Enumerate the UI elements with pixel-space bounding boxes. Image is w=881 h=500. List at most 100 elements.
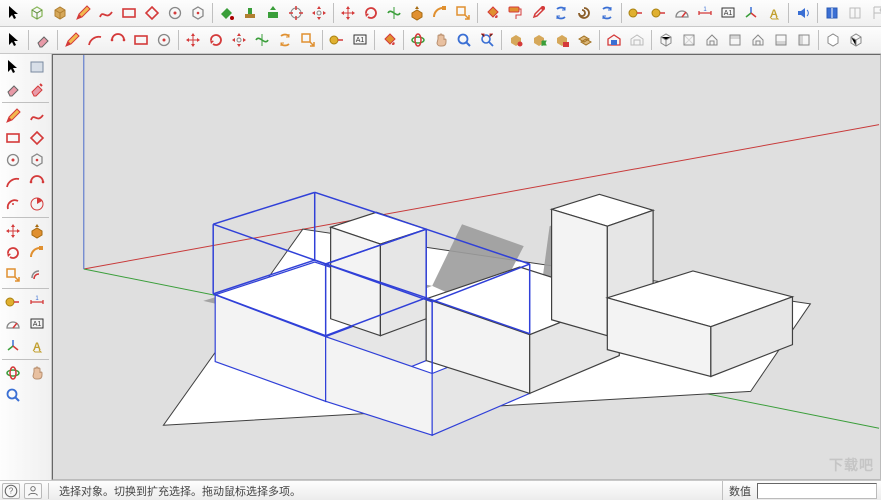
eraser-icon[interactable] [32, 29, 54, 51]
tape-icon[interactable] [2, 291, 24, 313]
scale-icon[interactable] [2, 264, 24, 286]
target-icon[interactable] [285, 2, 307, 24]
cube-stack-icon[interactable] [574, 29, 596, 51]
follow-icon[interactable] [26, 242, 48, 264]
home2-icon[interactable] [747, 29, 769, 51]
flag-disabled-icon[interactable] [867, 2, 881, 24]
zoom-icon[interactable] [453, 29, 475, 51]
status-user-button[interactable] [24, 483, 42, 499]
swirl-brown-icon[interactable] [573, 2, 595, 24]
eyedropper-icon[interactable] [527, 2, 549, 24]
arc-icon[interactable] [2, 171, 24, 193]
arc2-icon[interactable] [26, 171, 48, 193]
axis-icon[interactable] [2, 335, 24, 357]
scale-icon[interactable] [452, 2, 474, 24]
offset-icon[interactable] [26, 264, 48, 286]
text-box-icon[interactable]: A1 [26, 313, 48, 335]
rotate-icon[interactable] [205, 29, 227, 51]
warehouse-icon[interactable] [603, 29, 625, 51]
cross-swirl-icon[interactable] [383, 2, 405, 24]
orbit-icon[interactable] [407, 29, 429, 51]
pencil-icon[interactable] [2, 105, 24, 127]
cube-flag-icon[interactable] [528, 29, 550, 51]
protractor-icon[interactable] [671, 2, 693, 24]
solid-cube-icon[interactable] [49, 2, 71, 24]
rotate-icon[interactable] [2, 242, 24, 264]
pan-icon[interactable] [430, 29, 452, 51]
scene-canvas[interactable] [53, 55, 880, 479]
follow-icon[interactable] [429, 2, 451, 24]
zoom-ext-icon[interactable] [476, 29, 498, 51]
eraser-icon[interactable] [2, 78, 24, 100]
paint-bucket-icon[interactable] [481, 2, 503, 24]
scale-icon[interactable] [297, 29, 319, 51]
status-help-button[interactable]: ? [2, 483, 20, 499]
book-icon[interactable] [821, 2, 843, 24]
axis-icon[interactable] [740, 2, 762, 24]
rect-icon[interactable] [130, 29, 152, 51]
zoom-icon[interactable] [2, 384, 24, 406]
pie-icon[interactable] [26, 193, 48, 215]
eraser2-icon[interactable] [26, 78, 48, 100]
move-target-icon[interactable] [228, 29, 250, 51]
arc-icon[interactable] [84, 29, 106, 51]
transparent-rect-icon[interactable] [26, 56, 48, 78]
text3d-icon[interactable]: A [763, 2, 785, 24]
tape-icon[interactable] [326, 29, 348, 51]
poly-icon[interactable] [187, 2, 209, 24]
circle-icon[interactable] [2, 149, 24, 171]
circle-icon[interactable] [153, 29, 175, 51]
refresh-icon[interactable] [274, 29, 296, 51]
move-icon[interactable] [182, 29, 204, 51]
status-value-input[interactable] [757, 483, 877, 499]
move-icon[interactable] [337, 2, 359, 24]
move-icon[interactable] [2, 220, 24, 242]
dimension-icon[interactable]: 1 [26, 291, 48, 313]
warehouse-disabled-icon[interactable] [626, 29, 648, 51]
cursor-icon[interactable] [3, 29, 25, 51]
viewport[interactable]: 下载吧 [52, 54, 881, 480]
top-icon[interactable] [678, 29, 700, 51]
pencil-icon[interactable] [61, 29, 83, 51]
poly-icon[interactable] [26, 149, 48, 171]
book-disabled-icon[interactable] [844, 2, 866, 24]
cube-layer-icon[interactable] [551, 29, 573, 51]
pushpull-icon[interactable] [406, 2, 428, 24]
rotate-icon[interactable] [360, 2, 382, 24]
paint-roller-icon[interactable] [504, 2, 526, 24]
paint-bucket-icon[interactable] [378, 29, 400, 51]
freehand-icon[interactable] [95, 2, 117, 24]
pushpull-green-icon[interactable] [262, 2, 284, 24]
style1-icon[interactable] [822, 29, 844, 51]
cube-person-icon[interactable] [505, 29, 527, 51]
pencil-icon[interactable] [72, 2, 94, 24]
text-box-icon[interactable]: A1 [349, 29, 371, 51]
rect-rot-icon[interactable] [141, 2, 163, 24]
protractor-icon[interactable] [2, 313, 24, 335]
arc2-icon[interactable] [107, 29, 129, 51]
home-icon[interactable] [701, 29, 723, 51]
tape-icon[interactable] [625, 2, 647, 24]
freehand-icon[interactable] [26, 105, 48, 127]
speaker-icon[interactable] [792, 2, 814, 24]
front-icon[interactable] [724, 29, 746, 51]
cross-swirl-icon[interactable] [251, 29, 273, 51]
circle-icon[interactable] [164, 2, 186, 24]
transparent-cube-icon[interactable] [26, 2, 48, 24]
rect-icon[interactable] [2, 127, 24, 149]
refresh-icon[interactable] [550, 2, 572, 24]
cursor-icon[interactable] [3, 2, 25, 24]
rect-rot-icon[interactable] [26, 127, 48, 149]
orbit-icon[interactable] [2, 362, 24, 384]
stamp-icon[interactable] [239, 2, 261, 24]
tape2-icon[interactable] [648, 2, 670, 24]
style2-icon[interactable] [845, 29, 867, 51]
pan-icon[interactable] [26, 362, 48, 384]
left-icon[interactable] [793, 29, 815, 51]
iso-icon[interactable] [655, 29, 677, 51]
paint-green-icon[interactable] [216, 2, 238, 24]
dimension-icon[interactable]: 1 [694, 2, 716, 24]
refresh2-icon[interactable] [596, 2, 618, 24]
arc3-icon[interactable] [2, 193, 24, 215]
move-target-icon[interactable] [308, 2, 330, 24]
